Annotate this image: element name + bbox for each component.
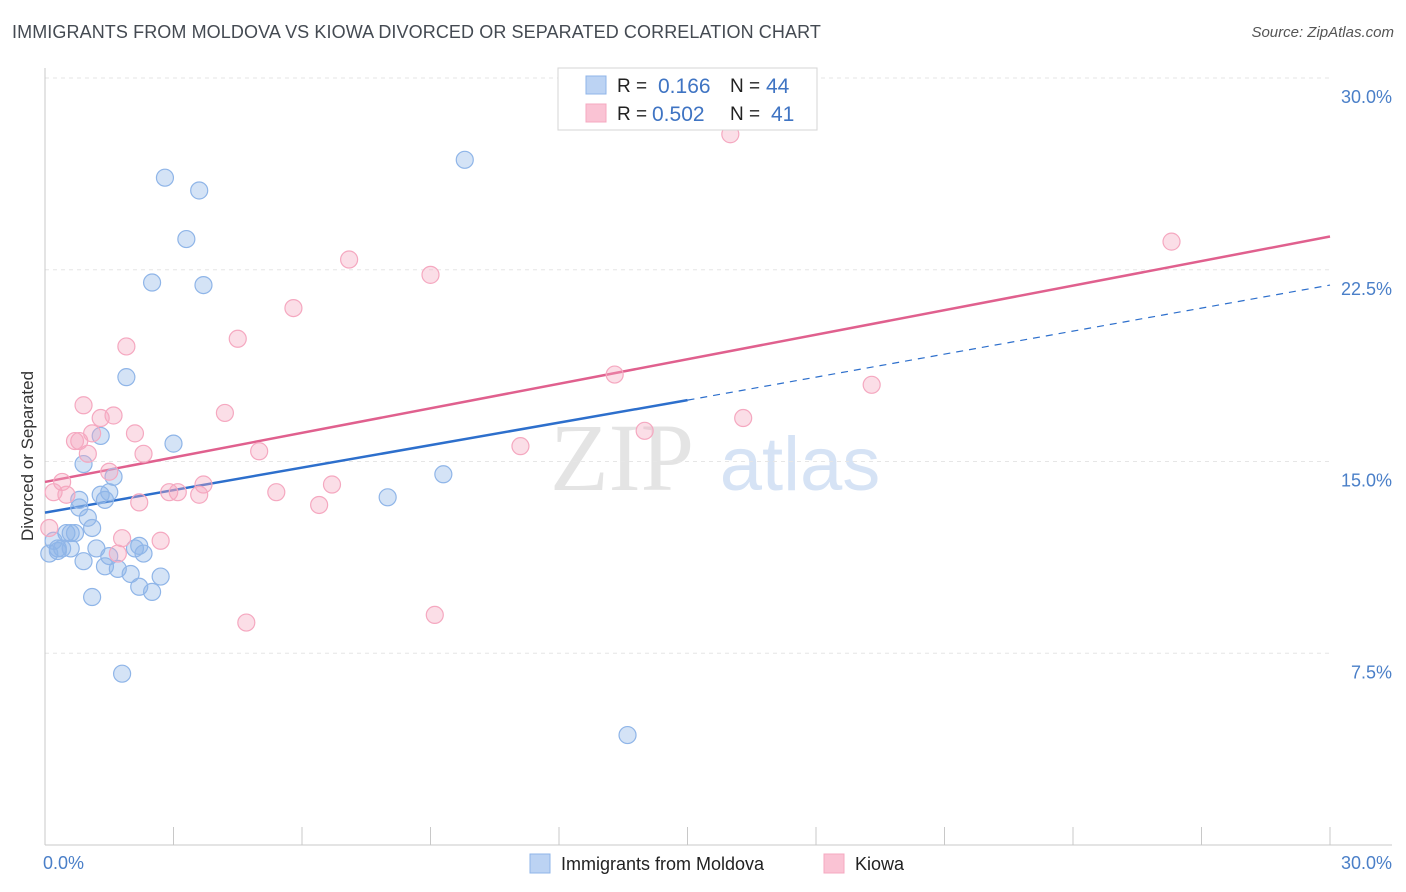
point-kiowa — [425, 605, 444, 625]
trend-extension-0 — [687, 284, 1331, 401]
point-moldova — [378, 488, 397, 507]
point-moldova — [455, 150, 474, 169]
point-kiowa — [237, 613, 256, 632]
axis-ticks: 7.5% 15.0% 22.5% 30.0% 0.0% 30.0% — [43, 87, 1392, 873]
axes — [44, 68, 1392, 846]
point-kiowa — [151, 531, 170, 550]
watermark-zip: ZIP — [550, 404, 694, 511]
point-kiowa — [168, 483, 187, 502]
point-kiowa — [267, 483, 286, 502]
point-kiowa — [57, 485, 76, 504]
point-moldova — [100, 483, 119, 502]
point-moldova — [190, 181, 209, 200]
legend-swatch-kiowa — [585, 103, 607, 123]
point-kiowa — [78, 444, 97, 463]
point-kiowa — [134, 444, 153, 463]
y-tick-label: 7.5% — [1351, 662, 1392, 682]
legend-r-value-2: 0.502 — [652, 103, 705, 126]
point-moldova — [83, 587, 102, 607]
source-label: Source: ZipAtlas.com — [1251, 24, 1394, 41]
series-label-kiowa: Kiowa — [855, 854, 905, 874]
legend-n-label-1: N = — [730, 76, 760, 97]
point-kiowa — [250, 442, 269, 461]
point-moldova — [78, 508, 97, 527]
point-kiowa — [104, 406, 123, 425]
point-kiowa — [511, 437, 530, 456]
legend-n-value-2: 41 — [771, 103, 794, 126]
trend-line-0 — [44, 398, 688, 514]
gridlines — [45, 77, 1330, 654]
legend-n-label-2: N = — [730, 104, 760, 125]
point-kiowa — [734, 408, 753, 428]
y-tick-label: 15.0% — [1341, 471, 1392, 491]
point-moldova — [164, 434, 183, 453]
point-moldova — [142, 273, 162, 292]
point-moldova — [155, 168, 175, 187]
point-moldova — [434, 465, 453, 484]
point-kiowa — [65, 431, 85, 451]
legend-r-value-1: 0.166 — [658, 75, 711, 98]
point-kiowa — [862, 375, 881, 394]
point-kiowa — [284, 299, 303, 318]
point-kiowa — [340, 250, 359, 269]
y-tick-label: 30.0% — [1341, 87, 1392, 107]
data-points — [40, 125, 1181, 745]
point-kiowa — [125, 424, 145, 443]
x-tick-label-max: 30.0% — [1341, 853, 1392, 873]
y-tick-label: 22.5% — [1341, 279, 1392, 299]
series-label-moldova: Immigrants from Moldova — [561, 854, 765, 874]
point-moldova — [48, 539, 67, 558]
point-moldova — [61, 539, 80, 558]
point-moldova — [83, 518, 102, 538]
point-moldova — [65, 523, 85, 543]
point-moldova — [117, 368, 136, 387]
point-moldova — [142, 582, 162, 601]
point-kiowa — [83, 424, 102, 443]
y-axis-label: Divorced or Separated — [18, 371, 37, 541]
watermark-atlas: atlas — [720, 422, 881, 507]
point-kiowa — [40, 518, 59, 538]
point-moldova — [121, 564, 140, 584]
point-kiowa — [117, 337, 136, 356]
x-tick-label-min: 0.0% — [43, 853, 84, 873]
point-moldova — [177, 229, 196, 249]
point-kiowa — [228, 329, 247, 348]
point-kiowa — [194, 475, 213, 494]
point-moldova — [74, 552, 93, 571]
point-moldova — [112, 664, 132, 683]
correlation-legend: R = 0.166 N = 44 R = 0.502 N = 41 — [557, 67, 818, 131]
point-kiowa — [1162, 232, 1181, 251]
legend-r-label-2: R = — [617, 104, 647, 125]
point-kiowa — [322, 475, 342, 494]
point-kiowa — [190, 485, 209, 504]
legend-r-label-1: R = — [617, 76, 647, 97]
series-legend: Immigrants from Moldova Kiowa — [529, 853, 905, 874]
point-moldova — [61, 523, 80, 543]
point-kiowa — [421, 265, 440, 284]
point-kiowa — [74, 396, 93, 415]
point-kiowa — [605, 365, 624, 384]
chart-title: IMMIGRANTS FROM MOLDOVA VS KIOWA DIVORCE… — [12, 22, 821, 42]
point-kiowa — [635, 421, 654, 440]
series-swatch-kiowa — [823, 853, 845, 874]
point-kiowa — [310, 495, 329, 515]
point-moldova — [618, 725, 637, 745]
point-moldova — [194, 275, 213, 295]
point-kiowa — [215, 403, 234, 423]
point-moldova — [151, 567, 170, 586]
point-kiowa — [100, 462, 119, 481]
series-swatch-moldova — [529, 853, 551, 874]
point-kiowa — [130, 493, 149, 512]
point-kiowa — [112, 529, 132, 548]
point-moldova — [74, 454, 93, 474]
trend-line-1 — [44, 235, 1331, 484]
trend-lines — [44, 235, 1331, 514]
point-kiowa — [108, 544, 127, 563]
point-moldova — [134, 544, 153, 563]
legend-swatch-moldova — [585, 75, 607, 95]
legend-n-value-1: 44 — [766, 75, 790, 98]
